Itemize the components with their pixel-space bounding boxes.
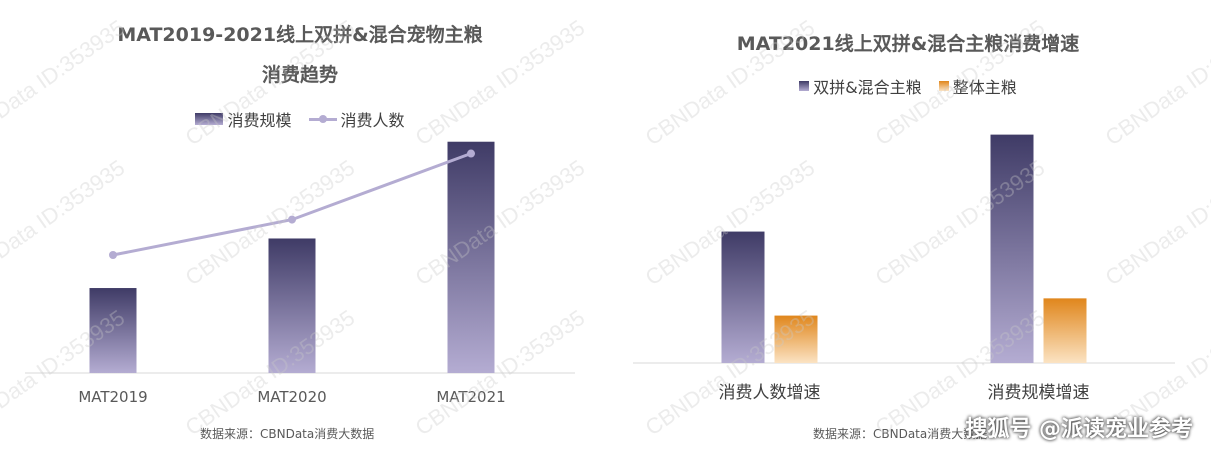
- chart-plot-right: 消费人数增速 消费规模增速: [633, 134, 1175, 403]
- bar-MAT2019: [89, 288, 137, 373]
- chart-title-line1: MAT2019-2021线上双拼&混合宠物主粮: [117, 24, 483, 46]
- legend-item-bar: 消费规模: [195, 107, 291, 131]
- chart-plot-left: MAT2019 MAT2020 MAT2021: [25, 141, 575, 406]
- bar-双拼&混合主粮-消费人数增速: [721, 231, 765, 363]
- line-point-MAT2019: [109, 251, 117, 259]
- legend-swatch-line: [308, 113, 337, 125]
- legend-label-mixed: 双拼&混合主粮: [813, 78, 922, 97]
- legend-item-overall: 整体主粮: [938, 74, 1017, 98]
- x-tick-label: 消费规模增速: [988, 383, 1090, 403]
- legend-label-overall: 整体主粮: [952, 78, 1017, 97]
- x-tick-label: MAT2020: [257, 388, 326, 406]
- bar-整体主粮-消费规模增速: [1043, 298, 1087, 363]
- chart-legend: 消费规模 消费人数: [0, 107, 600, 131]
- x-tick-label: 消费人数增速: [719, 383, 821, 403]
- bar-MAT2021: [447, 141, 495, 373]
- bar-双拼&混合主粮-消费规模增速: [990, 134, 1034, 363]
- chart-title-line2: 消费趋势: [261, 64, 338, 86]
- chart-title: MAT2021线上双拼&混合主粮消费增速: [736, 33, 1080, 55]
- legend-item-line: 消费人数: [308, 107, 405, 131]
- brand-watermark: 搜狐号 @派读宠业参考: [965, 417, 1193, 442]
- bar-整体主粮-消费人数增速: [774, 315, 818, 363]
- chart-legend: 双拼&混合主粮 整体主粮: [605, 74, 1211, 98]
- legend-label-bar: 消费规模: [227, 111, 292, 130]
- legend-swatch-overall: [938, 81, 949, 91]
- line-point-MAT2021: [467, 149, 475, 158]
- bar-MAT2020: [268, 238, 316, 373]
- x-tick-label: MAT2021: [436, 388, 505, 406]
- legend-swatch-bar: [195, 113, 224, 125]
- line-point-MAT2020: [288, 215, 296, 224]
- legend-swatch-mixed: [799, 81, 810, 91]
- legend-item-mixed: 双拼&混合主粮: [799, 74, 922, 98]
- chart-panel-growth-rate: MAT2021线上双拼&混合主粮消费增速 双拼&混合主粮 整体主粮 消费人数增速…: [605, 0, 1211, 449]
- chart-source-right: 数据来源：CBNData消费大数据: [813, 427, 988, 441]
- chart-panel-consumption-trend: MAT2019-2021线上双拼&混合宠物主粮 消费趋势 消费规模 消费人数 M…: [0, 0, 600, 449]
- chart-source-left: 数据来源：CBNData消费大数据: [200, 427, 375, 441]
- legend-label-line: 消费人数: [340, 111, 405, 130]
- x-tick-label: MAT2019: [78, 388, 147, 406]
